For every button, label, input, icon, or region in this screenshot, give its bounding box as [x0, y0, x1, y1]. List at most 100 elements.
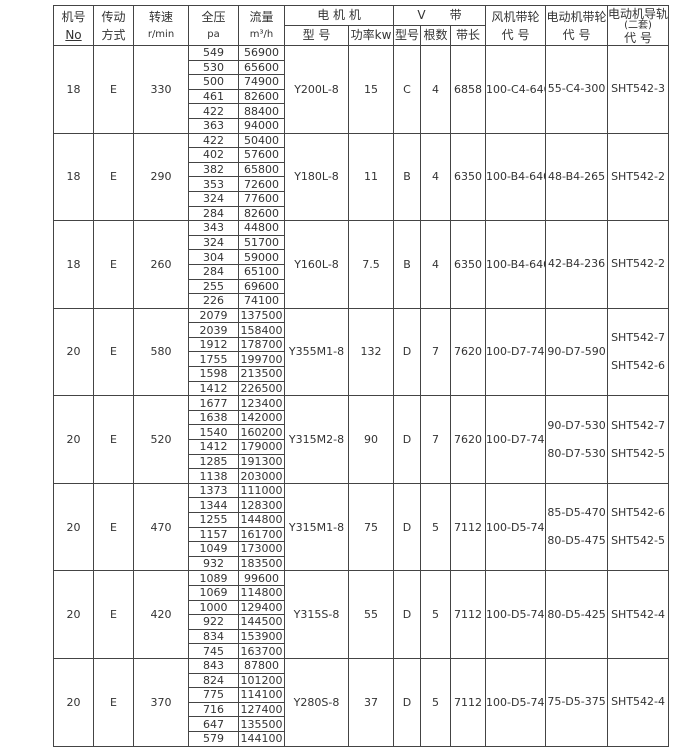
table-row: 324 51700 — [54, 234, 669, 251]
table-row: 824 101200 — [54, 672, 669, 689]
pressure-cell: 1540 — [188, 424, 239, 441]
table-row: 284 65100 — [54, 263, 669, 280]
flow-cell: 213500 — [238, 366, 285, 382]
table-header: 机号 No 传动 方式 转速 r/min 全压 pa 流量 m³/h 电 机 机 V 带 … — [53, 5, 670, 46]
motor-pulley-cell: 90-D7-530 80-D7-530 — [545, 395, 609, 484]
belt-type-cell: D — [393, 482, 422, 572]
col-machine-no: 机号 No — [53, 5, 94, 46]
col-belt-type: 型号 — [393, 25, 422, 46]
flow-cell: 111000 — [238, 482, 285, 499]
motor-model-cell: Y160L-8 — [284, 220, 349, 309]
flow-cell: 191300 — [238, 453, 285, 470]
table-row: 1598 213500 — [54, 366, 669, 382]
header-sublabel: r/min — [147, 28, 175, 40]
motor-model-cell: Y315S-8 — [284, 570, 349, 659]
flow-cell: 65600 — [238, 59, 285, 76]
motor-power-cell: 55 — [347, 570, 395, 659]
speed-cell: 520 — [133, 395, 189, 484]
header-sublabel: 代 号 — [624, 30, 652, 45]
speed-cell: 420 — [133, 570, 189, 659]
flow-cell: 144100 — [238, 730, 285, 747]
pressure-cell: 1000 — [188, 599, 239, 616]
machine-no-cell: 20 — [53, 570, 94, 659]
flow-cell: 77600 — [238, 190, 285, 207]
machine-no-cell: 18 — [53, 220, 94, 309]
belt-type-cell: D — [393, 307, 422, 397]
motor-pulley-cell-value: 75-D5-375 — [547, 695, 606, 709]
speed-cell: 470 — [133, 482, 189, 572]
pressure-cell: 422 — [188, 132, 239, 149]
col-vbelt: V 带 — [393, 5, 487, 26]
flow-cell: 144500 — [238, 614, 285, 630]
flow-cell: 69600 — [238, 278, 285, 295]
flow-cell: 144800 — [238, 512, 285, 528]
pressure-cell: 843 — [188, 657, 239, 674]
table-row: 1540 160200 — [54, 424, 669, 441]
pressure-cell: 1285 — [188, 453, 239, 470]
col-motor-model: 型 号 — [284, 25, 349, 46]
pressure-cell: 1138 — [188, 468, 239, 484]
machine-no-cell: 18 — [53, 45, 94, 134]
flow-cell: 137500 — [238, 307, 285, 324]
belt-type-cell: B — [393, 220, 422, 309]
flow-cell: 135500 — [238, 716, 285, 732]
motor-pulley-cell: 75-D5-375 — [545, 657, 609, 747]
belt-type-cell: C — [393, 45, 422, 134]
table-row: 324 77600 — [54, 190, 669, 207]
pressure-cell: 402 — [188, 147, 239, 163]
col-rail: 电动机导轨 (二套) 代 号 — [607, 5, 670, 46]
motor-power-cell: 37 — [347, 657, 395, 747]
belt-length-cell: 7620 — [450, 395, 487, 484]
table-row: 382 65800 — [54, 161, 669, 178]
header-label: 机号 — [61, 9, 86, 24]
flow-cell: 127400 — [238, 701, 285, 718]
belt-type-cell: D — [393, 395, 422, 484]
col-belt-count: 根数 — [420, 25, 452, 46]
flow-cell: 203000 — [238, 468, 285, 484]
header-label: 传动 — [101, 9, 126, 24]
speed-cell: 580 — [133, 307, 189, 397]
belt-length-cell: 6350 — [450, 220, 487, 309]
flow-cell: 226500 — [238, 380, 285, 397]
flow-cell: 82600 — [238, 205, 285, 222]
rail-cell-value: SHT542-3 — [611, 82, 666, 96]
machine-no-cell: 20 — [53, 657, 94, 747]
belt-count-cell: 7 — [420, 395, 452, 484]
table-row: 20 E 370 843 87800 Y280S-8 37 D 5 7112 100-D5-740 7… — [53, 657, 670, 747]
belt-count-cell: 5 — [420, 570, 452, 659]
rail-cell-value: SHT542-5 — [611, 534, 666, 548]
machine-no-cell: 18 — [53, 132, 94, 222]
pressure-cell: 1344 — [188, 497, 239, 513]
flow-cell: 74100 — [238, 293, 285, 309]
table-row: 932 183500 — [54, 555, 669, 572]
fan-spec-table: 机号 No 传动 方式 转速 r/min 全压 pa 流量 m³/h 电 机 机 V 带 … — [53, 5, 670, 747]
table-row: 20 E 420 1089 99600 Y315S-8 55 D 5 7112 100-D5-740… — [53, 570, 670, 659]
rail-cell-value: SHT542-5 — [611, 446, 666, 460]
table-row: 1912 178700 — [54, 336, 669, 353]
flow-cell: 65100 — [238, 263, 285, 280]
machine-no-cell: 20 — [53, 482, 94, 572]
header-sublabel: No — [65, 27, 82, 42]
drive-cell: E — [93, 132, 134, 222]
table-row: 1000 129400 — [54, 599, 669, 616]
pressure-cell: 1912 — [188, 336, 239, 353]
pressure-cell: 1157 — [188, 526, 239, 543]
fan-pulley-cell: 100-D5-740 — [485, 482, 547, 572]
pressure-cell: 530 — [188, 59, 239, 76]
header-sublabel: pa — [207, 28, 220, 40]
flow-cell: 99600 — [238, 570, 285, 586]
motor-power-cell: 132 — [347, 307, 395, 397]
rail-cell: SHT542-7 SHT542-5 — [607, 395, 670, 484]
header-sublabel: 代 号 — [562, 27, 591, 42]
rail-cell: SHT542-4 — [607, 570, 670, 659]
belt-length-cell: 6350 — [450, 132, 487, 222]
flow-cell: 50400 — [238, 132, 285, 149]
rail-cell-value: SHT542-2 — [611, 257, 666, 271]
belt-length-cell: 7112 — [450, 657, 487, 747]
belt-count-cell: 5 — [420, 482, 452, 572]
flow-cell: 94000 — [238, 117, 285, 134]
pressure-cell: 363 — [188, 117, 239, 134]
rail-cell: SHT542-7 SHT542-6 — [607, 307, 670, 397]
motor-pulley-cell: 55-C4-300 — [545, 45, 609, 134]
col-drive: 传动 方式 — [93, 5, 134, 46]
